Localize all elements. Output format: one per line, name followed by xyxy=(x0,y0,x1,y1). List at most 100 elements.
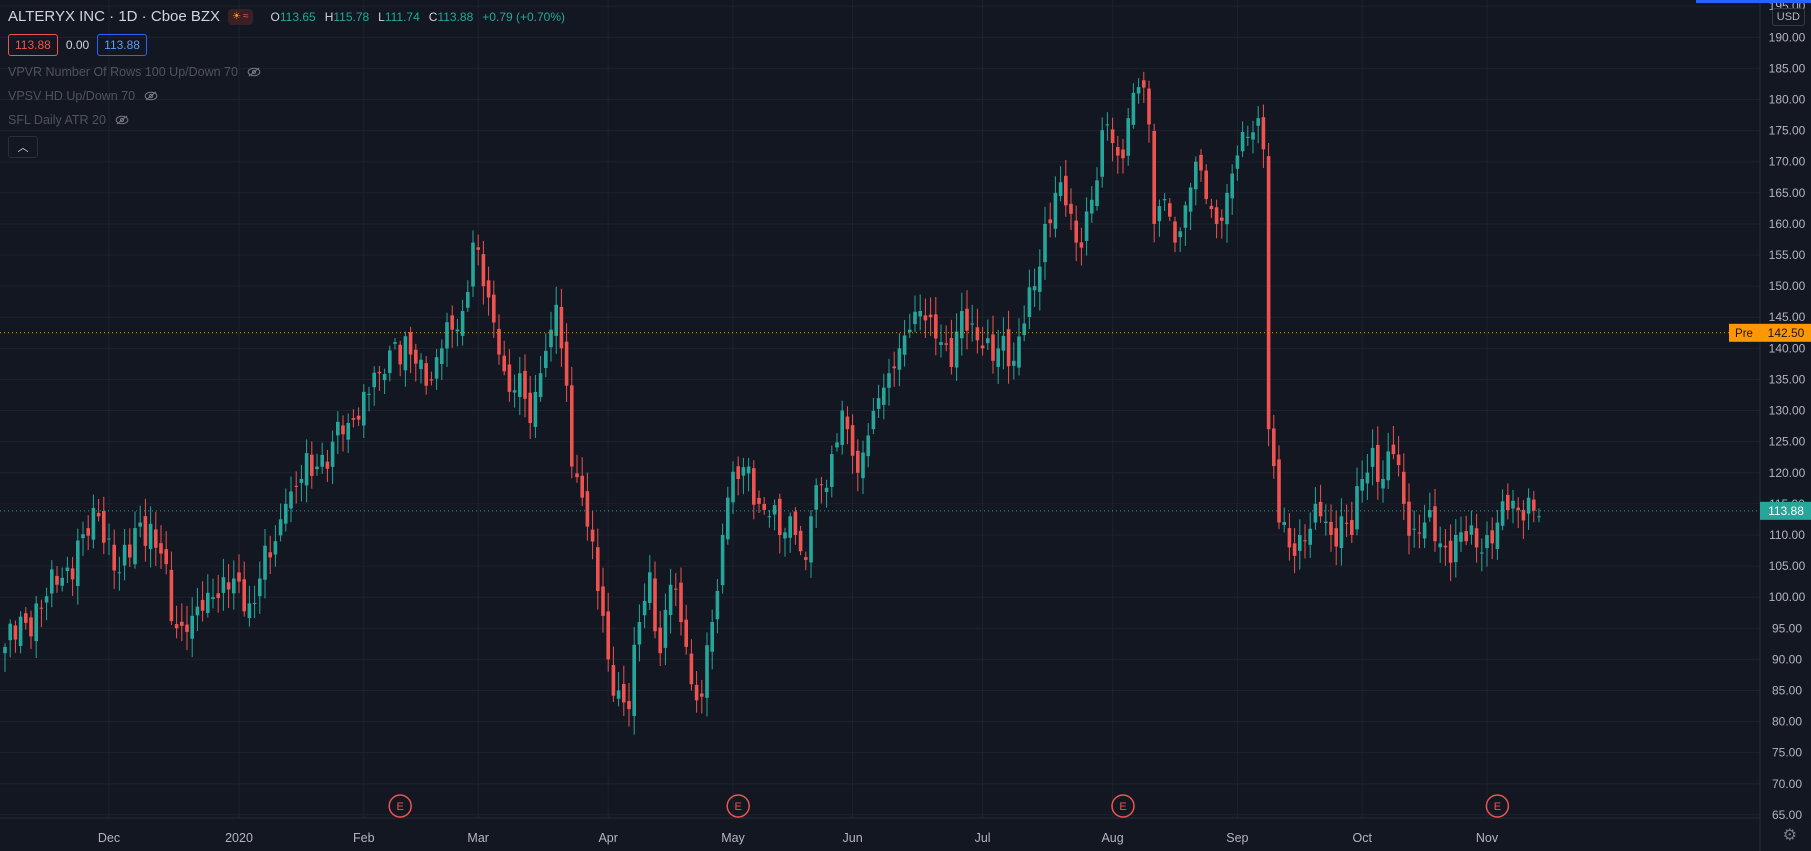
candle-body xyxy=(1157,206,1162,222)
bid-price-button[interactable]: 113.88 xyxy=(8,34,58,56)
candle-body xyxy=(939,342,943,345)
market-status-badge[interactable]: ☀ ≈ xyxy=(228,8,253,25)
candle-body xyxy=(1298,534,1302,551)
ohlc-item: C113.88 xyxy=(428,9,474,24)
candle-body xyxy=(606,611,610,660)
candle-body xyxy=(1526,497,1531,514)
candle-body xyxy=(1438,543,1442,548)
candle-body xyxy=(1027,287,1032,317)
candle-body xyxy=(1147,88,1151,125)
candle-body xyxy=(975,327,980,341)
candle-body xyxy=(1001,335,1006,351)
gear-icon[interactable]: ⚙ xyxy=(1782,827,1797,844)
y-tick-label: 100.00 xyxy=(1769,590,1806,604)
candle-body xyxy=(497,329,501,355)
candle-body xyxy=(1282,522,1286,525)
collapse-legend-button[interactable]: ︿ xyxy=(8,136,38,158)
candle-body xyxy=(492,294,496,323)
last-price-bg xyxy=(1760,501,1811,520)
eye-hidden-icon[interactable] xyxy=(114,115,130,125)
candle-body xyxy=(382,373,387,381)
candle-body xyxy=(1292,543,1297,556)
candle-body xyxy=(164,549,168,565)
indicator-legend-vpsv[interactable]: VPSV HD Up/Down 70 xyxy=(8,89,159,103)
symbol-title[interactable]: ALTERYX INC · 1D · Cboe BZX xyxy=(8,8,221,25)
candle-body xyxy=(1090,199,1094,214)
candle-body xyxy=(1313,503,1318,523)
y-tick-label: 65.00 xyxy=(1772,808,1802,822)
candle-body xyxy=(1386,451,1390,481)
candle-body xyxy=(237,572,241,582)
candle-body xyxy=(388,350,392,374)
y-tick-label: 145.00 xyxy=(1769,310,1806,324)
candle-body xyxy=(1272,428,1276,467)
y-tick-label: 95.00 xyxy=(1772,621,1802,635)
x-tick-label: Jul xyxy=(975,831,991,845)
currency-label[interactable]: USD xyxy=(1771,8,1805,26)
candle-body xyxy=(897,348,902,370)
premarket-price-label: 142.50 xyxy=(1768,326,1805,340)
candle-body xyxy=(954,331,959,368)
candle-body xyxy=(174,624,179,629)
candle-body xyxy=(450,315,454,330)
candle-body xyxy=(429,379,434,381)
y-tick-label: 80.00 xyxy=(1772,715,1802,729)
candle-body xyxy=(1173,221,1177,243)
candle-body xyxy=(122,544,127,566)
candle-body xyxy=(684,619,688,647)
candle-body xyxy=(736,466,740,479)
candle-body xyxy=(1152,130,1156,224)
y-tick-label: 120.00 xyxy=(1769,466,1806,480)
candle-body xyxy=(148,523,153,550)
candle-body xyxy=(866,435,870,457)
y-tick-label: 165.00 xyxy=(1769,186,1806,200)
y-tick-label: 105.00 xyxy=(1769,559,1806,573)
candle-body xyxy=(336,421,340,436)
candle-body xyxy=(1121,149,1125,159)
candle-body xyxy=(247,603,252,619)
candle-body xyxy=(185,624,189,632)
chevron-up-icon: ︿ xyxy=(17,142,29,154)
candle-body xyxy=(107,538,111,540)
eye-hidden-icon[interactable] xyxy=(246,67,262,77)
candle-body xyxy=(1266,156,1271,430)
eye-hidden-icon[interactable] xyxy=(143,91,159,101)
candle-body xyxy=(1324,521,1328,524)
candle-body xyxy=(1511,500,1515,509)
candle-body xyxy=(1199,154,1203,171)
y-tick-label: 180.00 xyxy=(1769,93,1806,107)
x-tick-label: Dec xyxy=(98,831,120,845)
candle-body xyxy=(117,572,122,574)
candle-body xyxy=(1136,87,1141,94)
candle-body xyxy=(195,606,200,616)
y-tick-label: 150.00 xyxy=(1769,279,1806,293)
candle-body xyxy=(913,311,917,325)
candle-body xyxy=(653,578,657,632)
candle-body xyxy=(486,280,491,298)
indicator-legend-atr[interactable]: SFL Daily ATR 20 xyxy=(8,113,130,127)
candle-body xyxy=(1334,528,1338,547)
candle-body xyxy=(299,478,304,483)
y-tick-label: 125.00 xyxy=(1769,435,1806,449)
candle-body xyxy=(1095,180,1099,207)
candle-body xyxy=(1230,173,1234,199)
indicator-legend-vpvr[interactable]: VPVR Number Of Rows 100 Up/Down 70 xyxy=(8,65,262,79)
candle-body xyxy=(1391,444,1396,455)
y-tick-label: 135.00 xyxy=(1769,372,1806,386)
candle-body xyxy=(1240,132,1245,152)
candle-body xyxy=(1303,540,1307,542)
ask-price-button[interactable]: 113.88 xyxy=(97,34,147,56)
candle-body xyxy=(1194,161,1198,190)
candle-body xyxy=(18,616,23,646)
candle-body xyxy=(206,592,210,613)
candle-body xyxy=(856,450,860,473)
candle-body xyxy=(674,588,678,590)
candle-body xyxy=(944,343,948,345)
y-tick-label: 170.00 xyxy=(1769,155,1806,169)
candle-body xyxy=(1495,522,1500,549)
candle-body xyxy=(637,622,642,645)
candle-body xyxy=(1490,530,1494,544)
candle-body xyxy=(720,534,725,586)
candle-body xyxy=(481,254,486,287)
